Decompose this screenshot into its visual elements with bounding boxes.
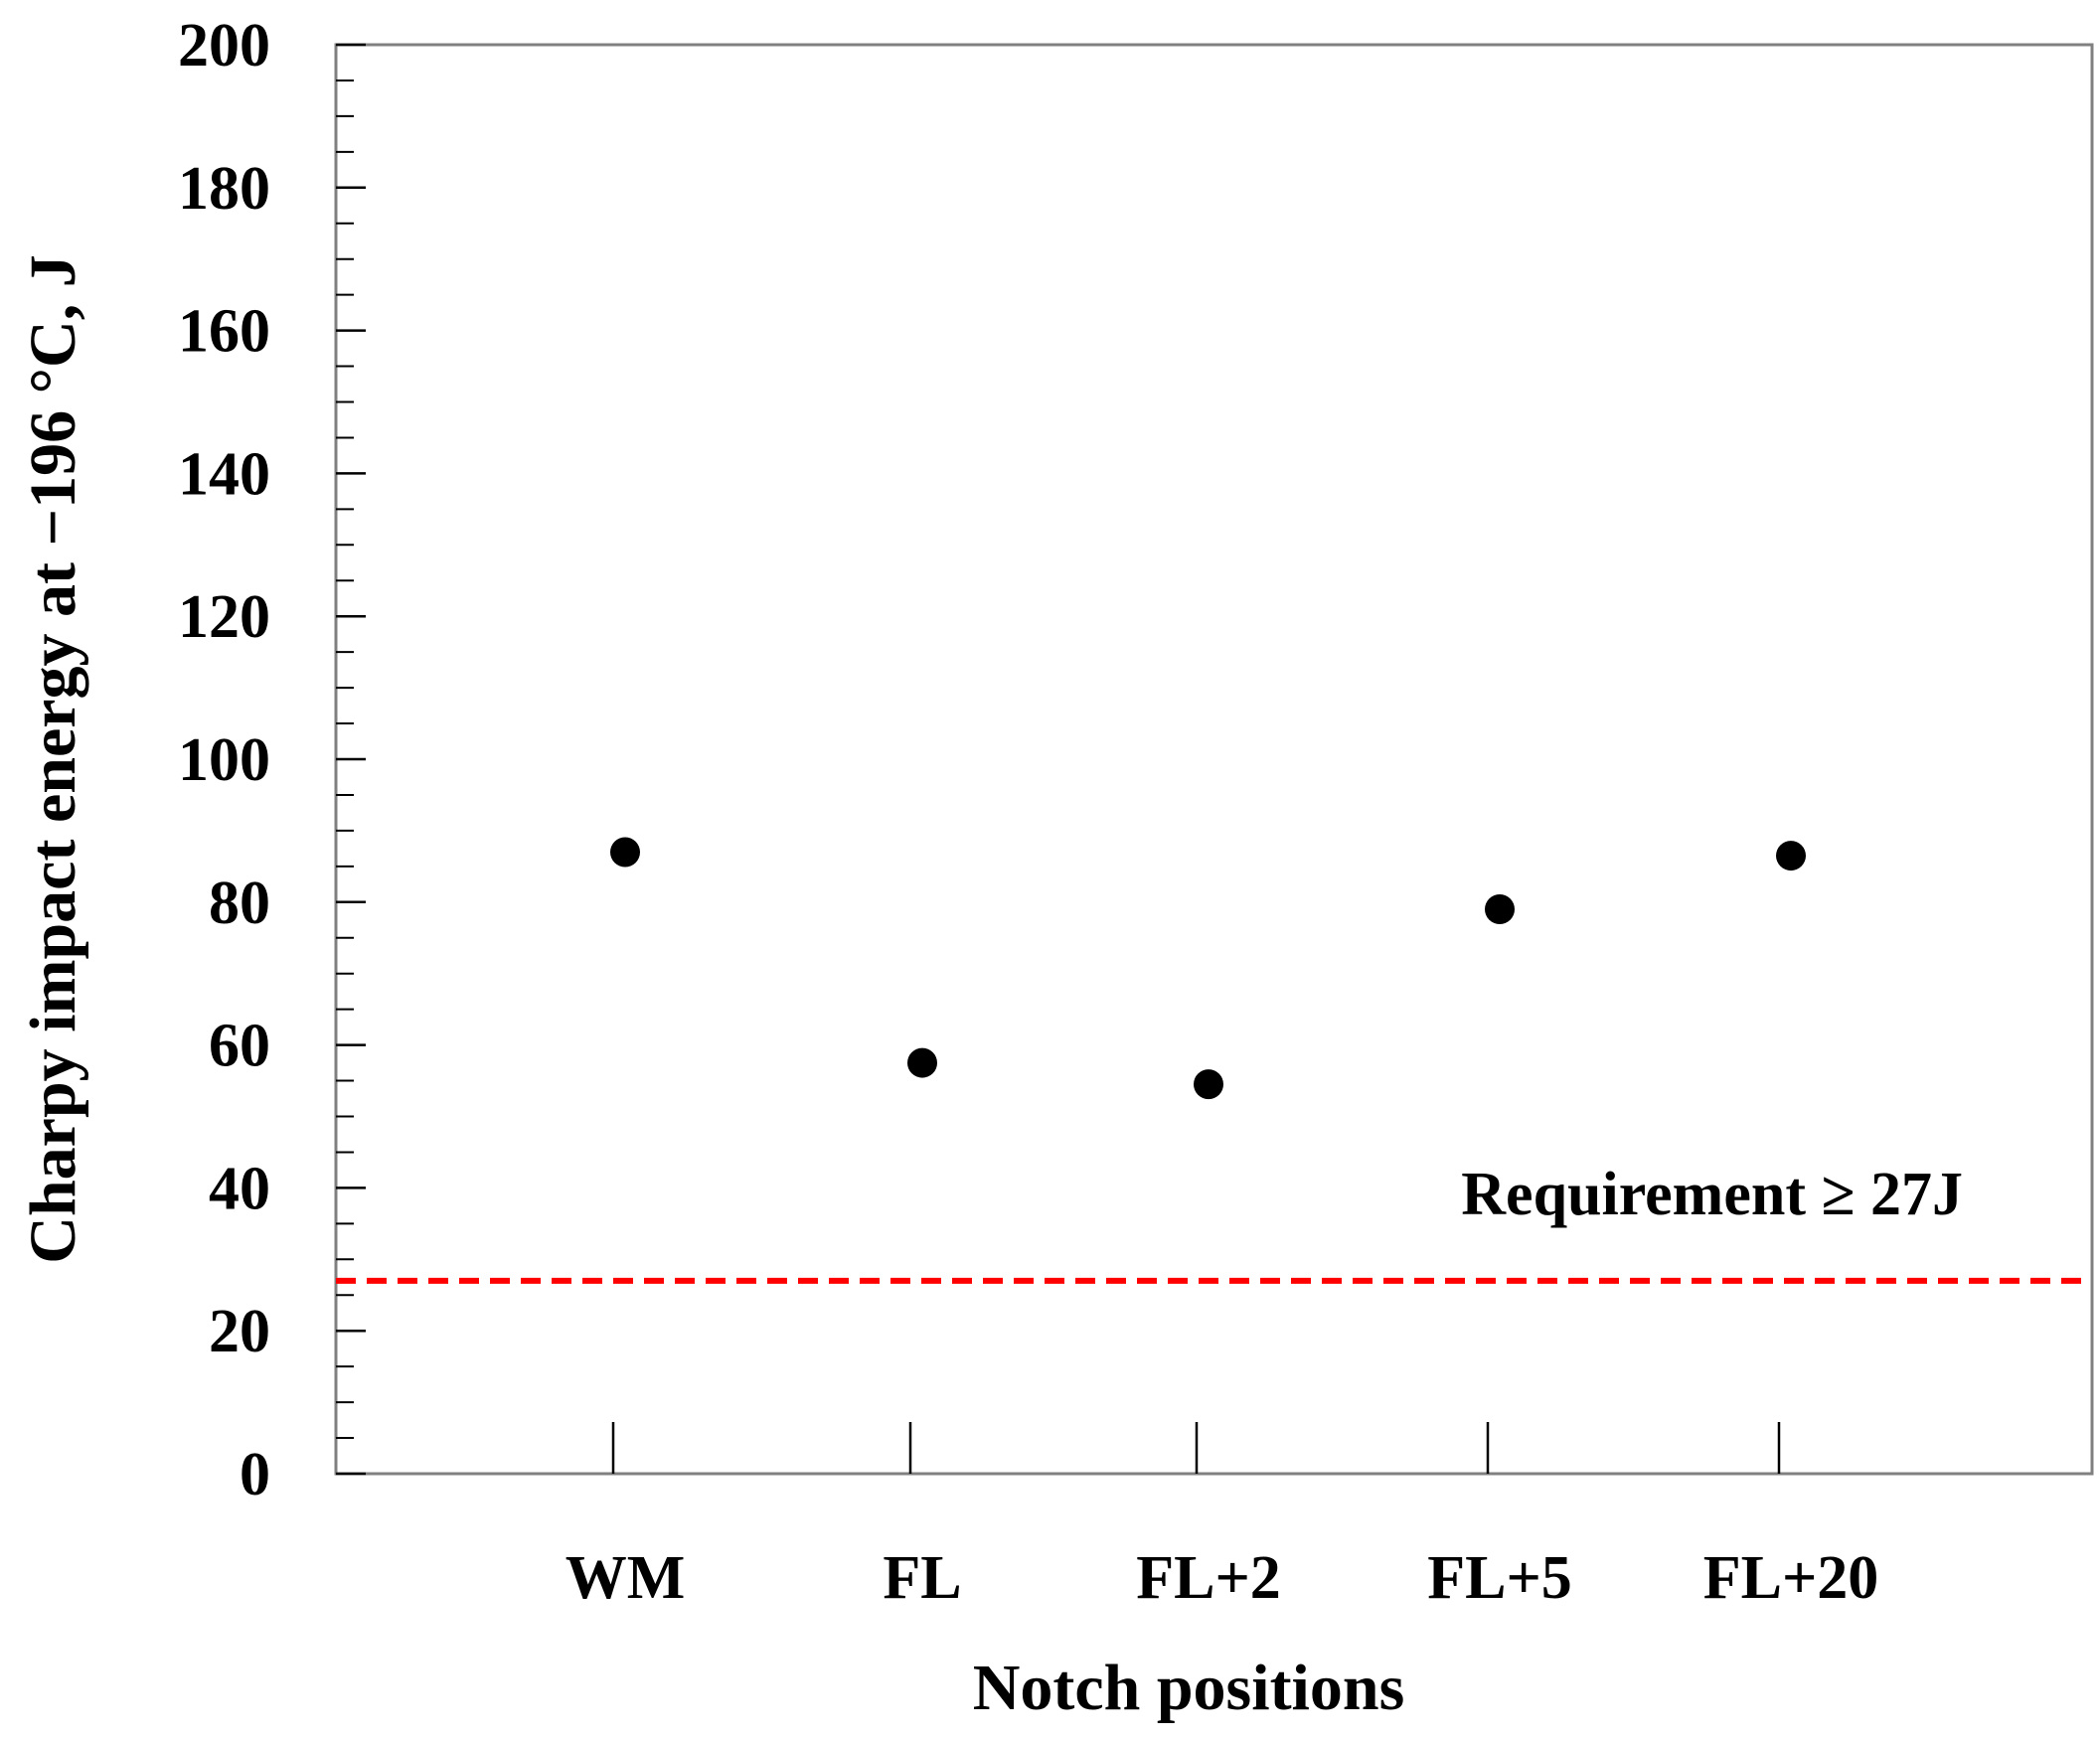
- x-tick-label: FL: [883, 1544, 961, 1612]
- data-point: [907, 1047, 937, 1078]
- y-tick-label: 160: [178, 298, 270, 366]
- y-tick-label: 80: [209, 870, 270, 937]
- data-point: [610, 837, 640, 868]
- x-tick-label: FL+2: [1136, 1544, 1281, 1612]
- y-tick-label: 60: [209, 1013, 270, 1080]
- x-tick-label: WM: [565, 1544, 686, 1612]
- y-tick-label: 200: [178, 12, 270, 79]
- data-point: [1776, 841, 1806, 871]
- x-tick-label: FL+5: [1427, 1544, 1572, 1612]
- plot-frame: [334, 43, 2094, 1476]
- requirement-label: Requirement ≥ 27J: [1461, 1161, 1963, 1228]
- y-major-ticks: [336, 43, 366, 1476]
- x-axis-label: Notch positions: [973, 1652, 1405, 1724]
- x-tick-labels: WM FL FL+2 FL+5 FL+20: [565, 1544, 1879, 1612]
- y-tick-label: 40: [209, 1155, 270, 1222]
- y-tick-label: 0: [240, 1441, 270, 1508]
- y-minor-ticks: [336, 79, 354, 1440]
- y-tick-labels: 0 20 40 60 80 100 120 140 160 180 200: [178, 12, 270, 1508]
- y-tick-label: 180: [178, 155, 270, 223]
- data-point: [1194, 1069, 1223, 1100]
- y-tick-label: 140: [178, 440, 270, 508]
- y-axis-label: Charpy impact energy at −196 °C, J: [17, 254, 89, 1263]
- y-tick-label: 20: [209, 1298, 270, 1365]
- y-tick-label: 120: [178, 583, 270, 651]
- x-ticks: [611, 1422, 1781, 1474]
- x-tick-label: FL+20: [1703, 1544, 1879, 1612]
- data-point: [1485, 893, 1515, 924]
- data-points: [610, 837, 1806, 1100]
- y-tick-label: 100: [178, 726, 270, 794]
